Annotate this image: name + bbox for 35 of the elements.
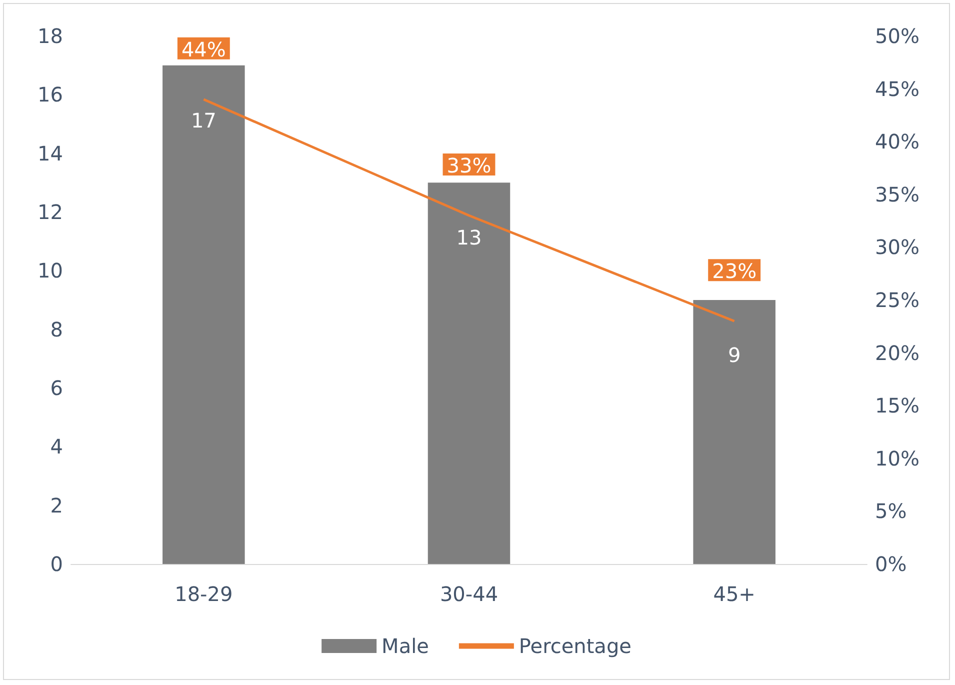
legend-label: Percentage: [518, 634, 632, 658]
x-tick-label: 45+: [713, 582, 756, 606]
y2-tick-label: 20%: [875, 340, 920, 365]
y-tick-label: 6: [50, 376, 63, 400]
data-label: 13: [456, 226, 482, 250]
y-tick-label: 10: [38, 258, 63, 283]
y-tick-label: 14: [38, 141, 63, 166]
data-label: 17: [190, 108, 216, 132]
y-tick-label: 12: [38, 200, 63, 224]
y2-tick-label: 10%: [875, 446, 920, 470]
y-tick-label: 8: [50, 317, 63, 342]
bar: [693, 300, 776, 564]
bar: [428, 182, 510, 564]
y-tick-label: 16: [38, 82, 63, 107]
y2-tick-label: 0%: [875, 552, 907, 576]
y2-tick-label: 40%: [875, 130, 920, 154]
y-tick-label: 0: [50, 552, 63, 576]
y2-tick-label: 30%: [875, 235, 920, 260]
data-label: 23%: [712, 259, 757, 284]
y-tick-label: 2: [50, 493, 63, 518]
y2-tick-label: 15%: [875, 394, 920, 418]
x-tick-label: 18-29: [174, 582, 233, 606]
y-tick-label: 4: [50, 434, 63, 459]
data-label: 44%: [181, 37, 226, 62]
data-label: 9: [728, 343, 741, 367]
y-tick-label: 18: [38, 24, 63, 48]
bar: [162, 65, 245, 564]
y2-tick-label: 45%: [875, 76, 920, 101]
y2-tick-label: 5%: [875, 499, 907, 524]
y2-tick-label: 35%: [875, 182, 920, 206]
y2-tick-label: 50%: [875, 24, 920, 48]
data-label: 33%: [446, 154, 492, 178]
y2-tick-label: 25%: [875, 288, 920, 312]
x-tick-label: 30-44: [440, 582, 498, 606]
legend-label: Male: [382, 634, 429, 658]
